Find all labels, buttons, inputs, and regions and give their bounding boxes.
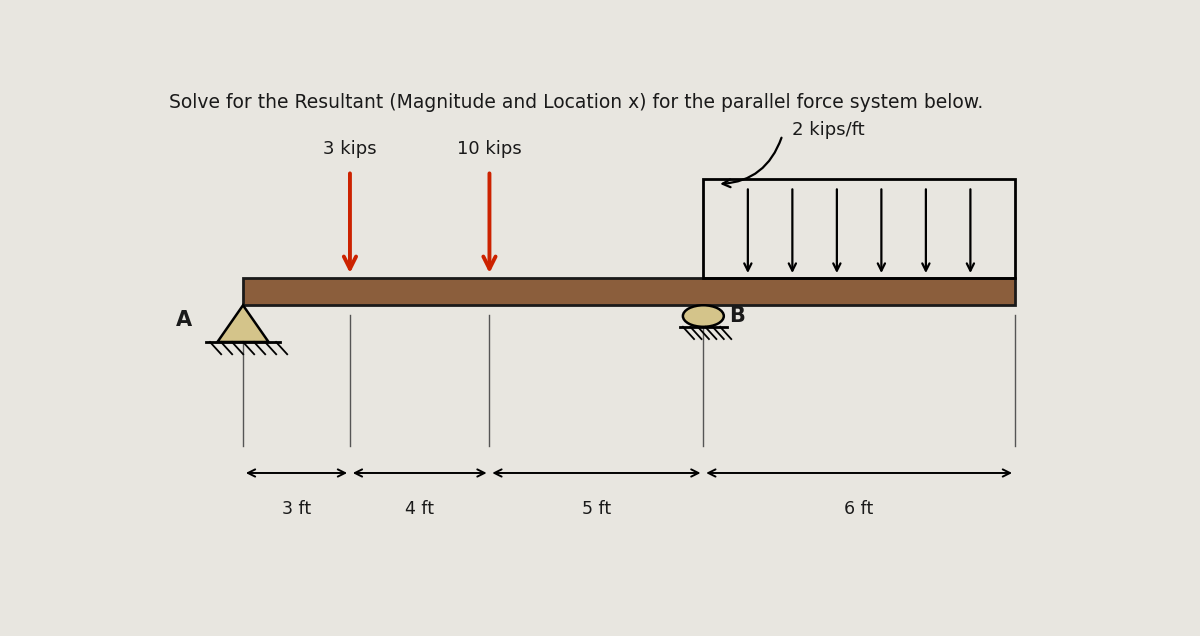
Text: 3 ft: 3 ft [282,500,311,518]
Text: 5 ft: 5 ft [582,500,611,518]
Circle shape [683,305,724,327]
Bar [703,179,1015,279]
Text: A: A [175,310,192,330]
Text: 3 kips: 3 kips [323,141,377,158]
Polygon shape [217,305,269,342]
Text: 4 ft: 4 ft [406,500,434,518]
Text: 2 kips/ft: 2 kips/ft [792,121,864,139]
Bar [242,279,1015,305]
Text: 10 kips: 10 kips [457,141,522,158]
Text: 6 ft: 6 ft [845,500,874,518]
Text: B: B [730,306,745,326]
Text: Solve for the Resultant (Magnitude and Location x) for the parallel force system: Solve for the Resultant (Magnitude and L… [168,93,983,113]
